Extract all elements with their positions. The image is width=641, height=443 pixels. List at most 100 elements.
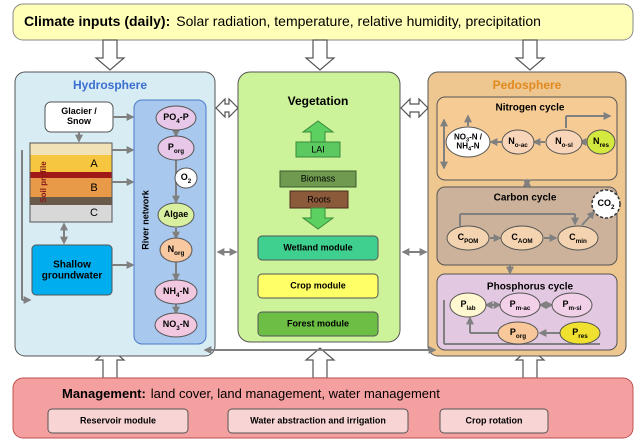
groundwater-box: [31, 244, 113, 296]
subscript: 2: [188, 178, 192, 185]
biomass-label: Biomass: [301, 173, 336, 183]
text-part: N: [593, 136, 600, 146]
lai-box: [295, 141, 341, 158]
climate-label: Climate inputs (daily):: [24, 13, 170, 29]
nitrogen-flows: [440, 112, 612, 170]
text-part: N: [508, 136, 515, 146]
node-label: CPOM: [458, 232, 479, 245]
carbon-title: Carbon cycle: [494, 193, 557, 204]
text-part: N: [555, 136, 562, 146]
node: [157, 135, 195, 161]
soil-layer: [30, 143, 112, 155]
double-arrow: [215, 97, 239, 119]
subscript: res: [600, 142, 610, 149]
node: [154, 279, 198, 305]
text-part: P: [460, 299, 466, 309]
text-line: No-sl: [555, 136, 573, 149]
node: [586, 129, 616, 155]
subscript: 3: [176, 325, 180, 332]
node: [501, 129, 535, 155]
text-line: Porg: [510, 327, 526, 340]
node: [159, 237, 193, 263]
co2-label: CO2: [597, 198, 615, 211]
co2-node: [591, 189, 621, 219]
node-label: No-sl: [555, 136, 573, 149]
text-part: P: [510, 327, 516, 337]
text-part: N: [168, 244, 175, 254]
roots-arrow: [301, 207, 335, 230]
node: [551, 292, 593, 318]
node-label: CAOM: [511, 232, 532, 245]
nitrogen-title: Nitrogen cycle: [496, 103, 565, 114]
module-box: [227, 408, 409, 434]
layer-label: A: [90, 158, 98, 170]
text-part: C: [458, 232, 465, 242]
text-part: NO: [163, 319, 177, 329]
node-label: Pres: [572, 327, 588, 340]
text-part: CO: [597, 198, 611, 208]
hydro-flows: [21, 113, 135, 304]
node-label: PO4-P: [163, 112, 189, 125]
text-part: -P: [180, 112, 189, 122]
double-arrow: [400, 97, 429, 119]
text-part: -N: [180, 286, 190, 296]
text-part: P: [168, 142, 174, 152]
text-line: CO2: [597, 198, 615, 211]
node-label: Norg: [168, 244, 185, 257]
text-line: groundwater: [42, 270, 103, 281]
hydrosphere-title: Hydrosphere: [73, 78, 147, 92]
node: [446, 225, 490, 251]
text-line: Pres: [572, 327, 588, 340]
subscript: org: [174, 148, 184, 155]
text-line: Glacier /: [61, 106, 97, 116]
subscript: 4: [176, 292, 180, 299]
node: [449, 292, 487, 318]
subscript: o-ac: [515, 142, 528, 149]
node-label: Pm-ac: [510, 299, 531, 312]
text-line: Algae: [164, 209, 189, 219]
node: [545, 129, 583, 155]
text-part: C: [569, 232, 576, 242]
text-line: Nres: [593, 136, 609, 149]
management-text: Management: land cover, land management, …: [62, 386, 440, 401]
node-label: Plab: [460, 299, 475, 312]
node-label: NO3-N: [163, 319, 190, 332]
panel-links: [203, 248, 437, 354]
down-arrow: [514, 39, 546, 71]
soil-layer: [30, 155, 112, 172]
text-part: -N /: [469, 133, 483, 142]
node: [154, 312, 198, 338]
node-label: Porg: [510, 327, 526, 340]
module-label: Crop module: [290, 280, 346, 290]
text-line: Cmin: [569, 232, 587, 245]
text-line: Porg: [168, 142, 184, 155]
module-label: Wetland module: [283, 242, 352, 252]
module-label: Crop rotation: [466, 415, 523, 425]
text-part: C: [511, 232, 518, 242]
subscript: min: [576, 238, 587, 245]
module-label: Water abstraction and irrigation: [250, 415, 386, 425]
node: [157, 202, 195, 228]
soil-layer: [30, 172, 112, 178]
climate-text: Climate inputs (daily): Solar radiation, …: [24, 13, 541, 29]
roots-label: Roots: [307, 194, 331, 204]
node-label: Porg: [168, 142, 184, 155]
text-part: P: [563, 299, 569, 309]
subscript: lab: [466, 305, 475, 312]
module-box: [257, 235, 379, 261]
subscript: m-sl: [569, 305, 582, 312]
text-part: NH: [456, 142, 468, 151]
node: [174, 167, 198, 189]
module-box: [257, 273, 379, 299]
groundwater-label: Shallow groundwater: [42, 259, 103, 281]
subscript: 4: [176, 118, 180, 125]
text-part: P: [572, 327, 578, 337]
text-part: O: [181, 172, 188, 182]
text-part: P: [510, 299, 516, 309]
lai-label: LAI: [311, 144, 325, 154]
text-line: Plab: [460, 299, 475, 312]
text-line: Pm-ac: [510, 299, 531, 312]
text-line: O2: [181, 172, 192, 185]
subscript: org: [516, 333, 526, 340]
